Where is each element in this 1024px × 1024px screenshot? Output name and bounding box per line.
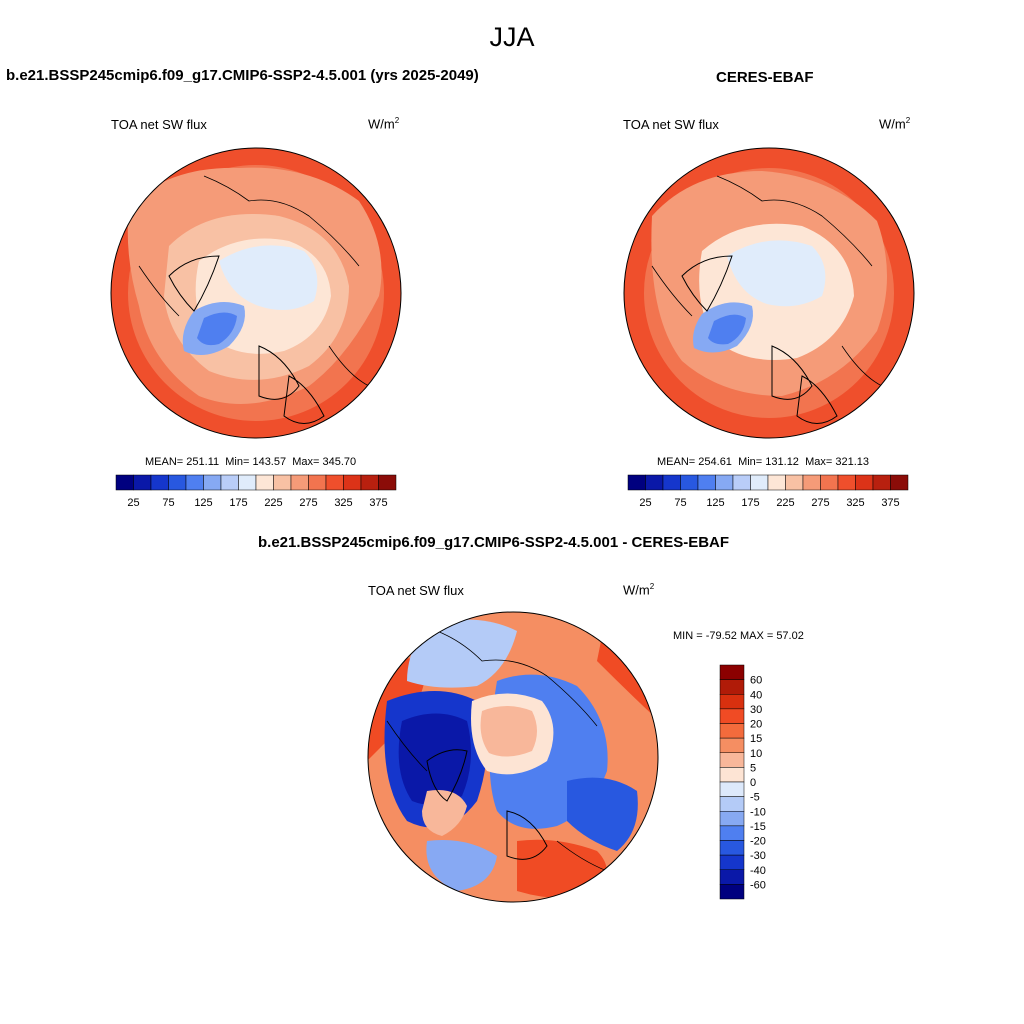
colorbar-tick-label: -30	[750, 850, 766, 862]
colorbar-tick-label: 175	[741, 497, 759, 509]
colorbar-swatch	[238, 474, 257, 491]
diff-units-label: W/m2	[623, 582, 655, 598]
colorbar-tick-label: 125	[194, 497, 212, 509]
colorbar-swatch	[719, 869, 745, 885]
colorbar-swatch	[662, 474, 681, 491]
colorbar-swatch	[820, 474, 839, 491]
model-variable-label: TOA net SW flux	[111, 117, 207, 132]
colorbar-tick-label: 5	[750, 762, 756, 774]
colorbar-tick-label: -60	[750, 879, 766, 891]
colorbar-swatch	[719, 811, 745, 827]
colorbar-swatch	[273, 474, 292, 491]
colorbar-tick-label: 225	[776, 497, 794, 509]
colorbar-swatch	[680, 474, 699, 491]
colorbar-tick-label: 275	[299, 497, 317, 509]
colorbar-swatch	[719, 723, 745, 739]
colorbar-swatch	[360, 474, 379, 491]
colorbar-swatch	[802, 474, 821, 491]
colorbar-tick-label: 375	[369, 497, 387, 509]
colorbar-tick-label: 40	[750, 689, 762, 701]
colorbar-tick-label: 75	[162, 497, 174, 509]
colorbar-swatch	[255, 474, 274, 491]
colorbar-swatch	[890, 474, 909, 491]
diff-polar-map	[367, 611, 659, 903]
colorbar-swatch	[750, 474, 769, 491]
obs-units-label: W/m2	[879, 116, 911, 132]
obs-colorbar: 25 75 125 175 225 275 325 375	[627, 474, 909, 509]
colorbar-tick-label: 225	[264, 497, 282, 509]
colorbar-tick-label: 0	[750, 777, 756, 789]
colorbar-swatch	[185, 474, 204, 491]
season-title: JJA	[489, 22, 535, 52]
colorbar-swatch	[785, 474, 804, 491]
model-units-label: W/m2	[368, 116, 400, 132]
model-polar-map	[110, 147, 402, 439]
colorbar-tick-label: -40	[750, 865, 766, 877]
diff-minmax: MIN = -79.52 MAX = 57.02	[673, 630, 804, 642]
colorbar-swatch	[203, 474, 222, 491]
colorbar-tick-label: 375	[881, 497, 899, 509]
colorbar-swatch	[719, 796, 745, 812]
colorbar-swatch	[732, 474, 751, 491]
obs-variable-label: TOA net SW flux	[623, 117, 719, 132]
colorbar-tick-label: 20	[750, 719, 762, 731]
model-stats: MEAN= 251.11 Min= 143.57 Max= 345.70	[145, 456, 357, 468]
colorbar-swatch	[325, 474, 344, 491]
colorbar-swatch	[719, 737, 745, 753]
colorbar-swatch	[115, 474, 134, 491]
colorbar-tick-label: -5	[750, 792, 760, 804]
colorbar-swatch	[872, 474, 891, 491]
colorbar-swatch	[719, 825, 745, 841]
colorbar-tick-label: -15	[750, 821, 766, 833]
colorbar-tick-label: -20	[750, 836, 766, 848]
colorbar-swatch	[719, 708, 745, 724]
colorbar-swatch	[719, 781, 745, 797]
model-colorbar: 25 75 125 175 225 275 325 375	[115, 474, 397, 509]
colorbar-tick-label: 25	[639, 497, 651, 509]
colorbar-swatch	[150, 474, 169, 491]
colorbar-swatch	[719, 694, 745, 710]
colorbar-tick-label: 25	[127, 497, 139, 509]
colorbar-tick-label: 10	[750, 748, 762, 760]
diff-panel-title: b.e21.BSSP245cmip6.f09_g17.CMIP6-SSP2-4.…	[258, 534, 730, 551]
obs-polar-map	[623, 147, 915, 439]
colorbar-tick-label: 30	[750, 704, 762, 716]
colorbar-swatch	[627, 474, 646, 491]
colorbar-tick-label: 75	[674, 497, 686, 509]
colorbar-swatch	[719, 840, 745, 856]
colorbar-tick-label: -10	[750, 806, 766, 818]
colorbar-swatch	[719, 679, 745, 695]
diff-colorbar: 60 40 30 20 15 10 5 0 -5 -10 -15 -20 -30 -40 -60	[719, 664, 766, 900]
colorbar-swatch	[855, 474, 874, 491]
colorbar-swatch	[133, 474, 152, 491]
colorbar-swatch	[308, 474, 327, 491]
colorbar-swatch	[719, 752, 745, 768]
colorbar-swatch	[719, 884, 745, 900]
colorbar-swatch	[168, 474, 187, 491]
colorbar-tick-label: 60	[750, 675, 762, 687]
colorbar-swatch	[715, 474, 734, 491]
colorbar-swatch	[343, 474, 362, 491]
diff-variable-label: TOA net SW flux	[368, 583, 464, 598]
colorbar-swatch	[837, 474, 856, 491]
colorbar-tick-label: 325	[334, 497, 352, 509]
obs-stats: MEAN= 254.61 Min= 131.12 Max= 321.13	[657, 456, 869, 468]
model-panel-title: b.e21.BSSP245cmip6.f09_g17.CMIP6-SSP2-4.…	[6, 67, 479, 84]
colorbar-swatch	[719, 854, 745, 870]
colorbar-swatch	[290, 474, 309, 491]
colorbar-tick-label: 325	[846, 497, 864, 509]
colorbar-swatch	[697, 474, 716, 491]
colorbar-tick-label: 125	[706, 497, 724, 509]
colorbar-swatch	[767, 474, 786, 491]
colorbar-swatch	[378, 474, 397, 491]
colorbar-swatch	[719, 664, 745, 680]
colorbar-swatch	[645, 474, 664, 491]
colorbar-tick-label: 175	[229, 497, 247, 509]
colorbar-tick-label: 275	[811, 497, 829, 509]
colorbar-swatch	[220, 474, 239, 491]
colorbar-tick-label: 15	[750, 733, 762, 745]
obs-panel-title: CERES-EBAF	[716, 69, 814, 86]
colorbar-swatch	[719, 767, 745, 783]
